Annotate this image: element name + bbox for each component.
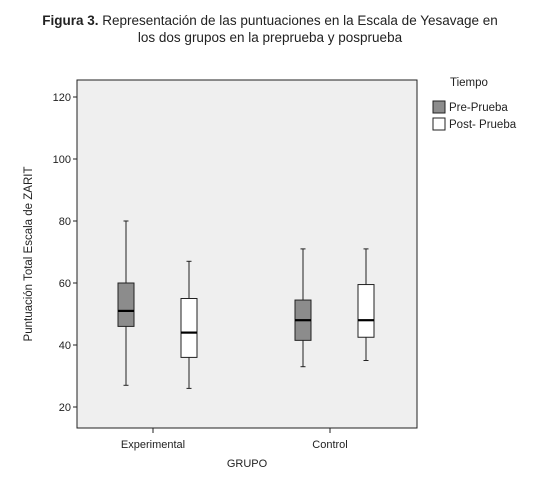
box-post-experimental [180,260,198,389]
y-axis: 20 40 60 80 100 120 [53,92,77,414]
y-tick-label: 120 [53,92,71,104]
legend-label: Pre-Prueba [449,102,508,114]
box-post-control [357,248,375,361]
boxes-layer [117,220,375,389]
y-tick-label: 100 [53,154,71,166]
plot-area [76,79,418,429]
caption-line-2: los dos grupos en la preprueba y posprue… [137,30,403,45]
y-tick-label: 40 [59,340,71,352]
legend-swatch [432,117,446,131]
legend-title: Tiempo [450,77,488,89]
x-axis-title: GRUPO [227,458,268,470]
legend-swatch [432,100,446,114]
caption-line-1: Figura 3. Representación de las puntuaci… [0,12,540,29]
caption-title-part-1: Representación de las puntuaciones en la… [102,13,498,28]
box-iqr [357,284,375,338]
y-axis-title: Puntuación Total Escala de ZARIT [23,167,35,342]
x-tick-label: Control [312,439,347,451]
caption-label: Figura 3. [42,13,99,28]
y-tick-label: 20 [59,402,71,414]
legend-label: Post- Prueba [449,119,517,131]
box-pre-experimental [117,220,135,386]
y-tick-label: 80 [59,216,71,228]
x-tick-label: Experimental [121,439,185,451]
box-iqr [180,298,198,358]
x-axis: Experimental Control [121,428,348,451]
legend: Tiempo Pre-Prueba Post- Prueba [432,77,517,131]
box-iqr [117,282,135,327]
y-tick-label: 60 [59,278,71,290]
box-pre-control [294,248,312,368]
figure-caption: Figura 3. Representación de las puntuaci… [0,12,540,46]
